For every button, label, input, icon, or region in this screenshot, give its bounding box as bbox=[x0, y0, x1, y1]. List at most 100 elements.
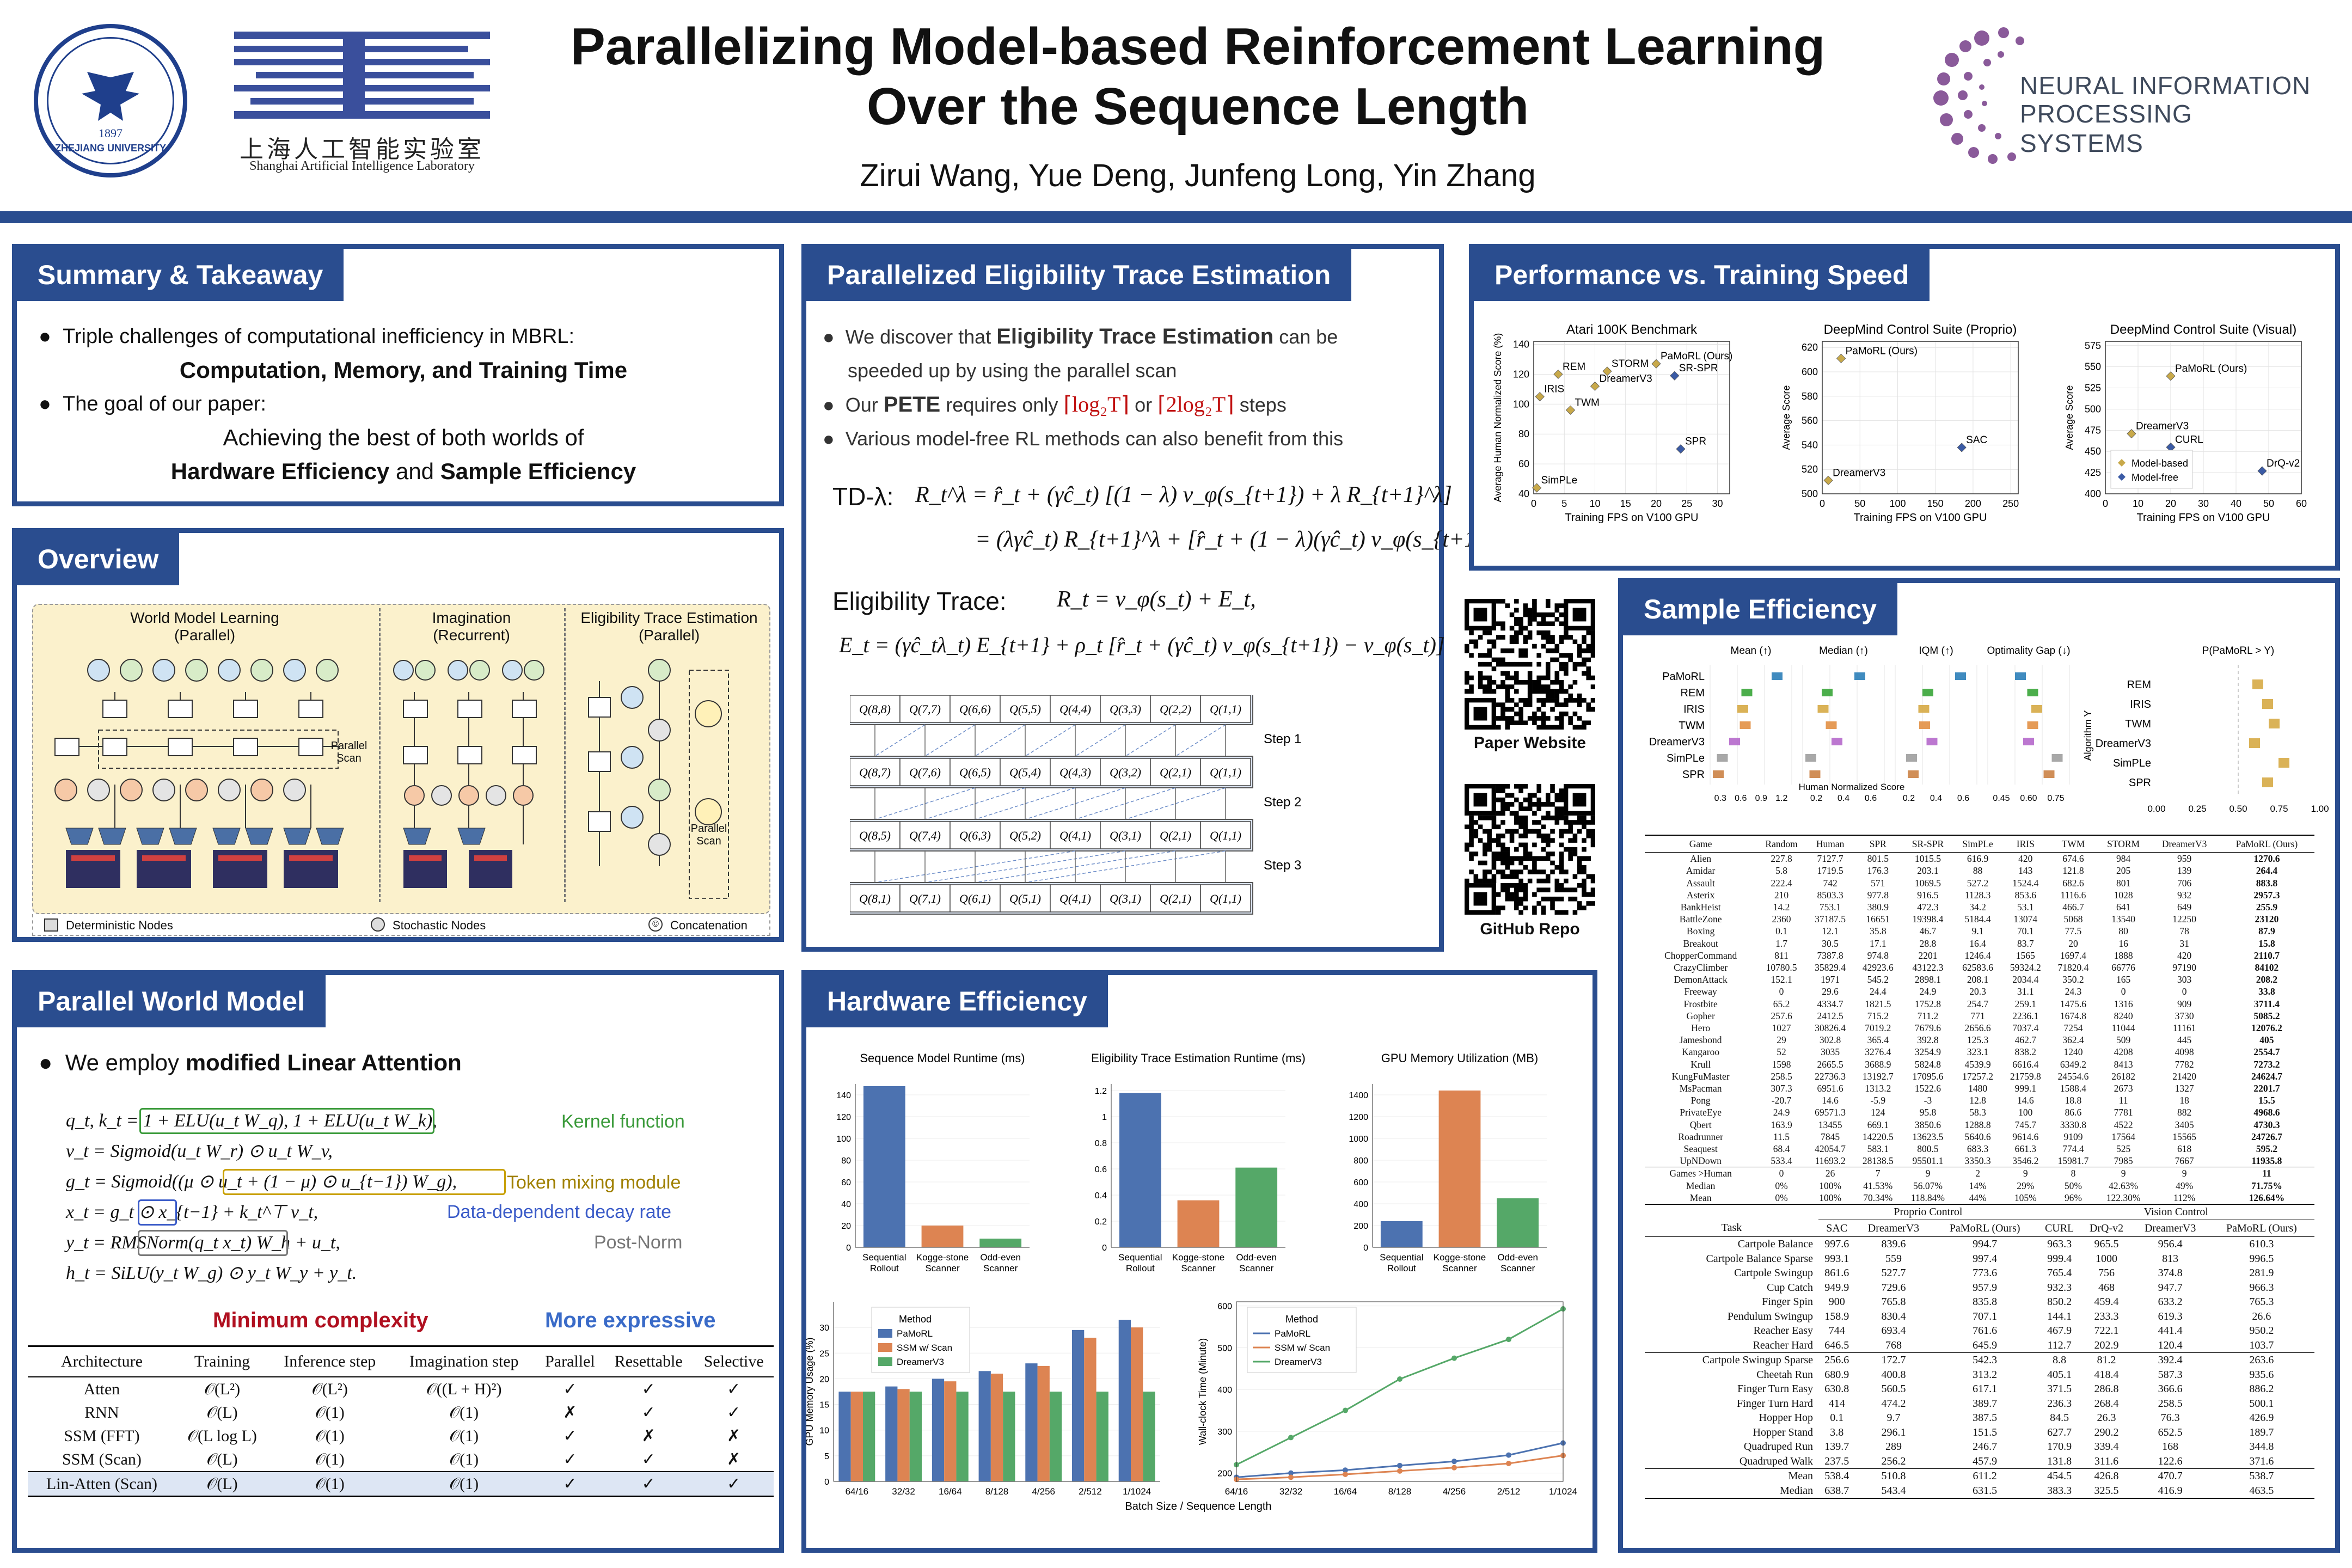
y-tick-label: 300 bbox=[1217, 1428, 1232, 1437]
github-repo-label[interactable]: GitHub Repo bbox=[1480, 920, 1580, 938]
atari-row: Frostbite 65.2 4334.7 1821.5 1752.8 254.7 259.… bbox=[1645, 998, 2314, 1010]
pete-combine-arrow bbox=[975, 850, 1176, 883]
qr-module bbox=[1469, 824, 1474, 830]
shlab-en: Shanghai Artificial Intelligence Laborat… bbox=[249, 159, 475, 173]
qr-module bbox=[1473, 852, 1479, 856]
qr-module bbox=[1527, 630, 1533, 635]
qr-module bbox=[1590, 842, 1595, 848]
qr-module bbox=[1514, 892, 1519, 897]
dmc-cell: Finger Turn Easy bbox=[1737, 1383, 1814, 1395]
agg-interval bbox=[1739, 721, 1751, 729]
qr-module bbox=[1514, 784, 1519, 789]
pwm-min-complexity: Minimum complexity bbox=[213, 1308, 428, 1332]
y-tick-label: 580 bbox=[1802, 391, 1818, 402]
dmc-cell: 233.3 bbox=[2094, 1310, 2119, 1322]
qr-module bbox=[1514, 896, 1519, 902]
qr-module bbox=[1527, 635, 1533, 640]
atari-summary-cell: 71.75% bbox=[2251, 1180, 2282, 1191]
qr-module bbox=[1509, 892, 1515, 897]
pwm-table-cell: 𝒪(L) bbox=[206, 1403, 238, 1422]
dmc-cell: 170.9 bbox=[2047, 1441, 2072, 1453]
dmc-cell: Pendulum Swingup bbox=[1727, 1310, 1814, 1322]
qr-module bbox=[1491, 852, 1497, 856]
atari-cell: 71820.4 bbox=[2057, 962, 2089, 973]
overview-col2-title: Imagination (Recurrent) bbox=[382, 609, 561, 644]
dmc-cell: 630.8 bbox=[1824, 1383, 1849, 1395]
qr-module bbox=[1554, 910, 1560, 915]
y-tick-label: 80 bbox=[841, 1156, 851, 1166]
atari-cell: 1522.6 bbox=[1914, 1083, 1941, 1094]
x-tick-label: 0.60 bbox=[2020, 794, 2037, 803]
y-tick-label: 0 bbox=[1102, 1244, 1107, 1253]
qr-module bbox=[1559, 603, 1564, 608]
x-tick-label: 1.00 bbox=[2311, 804, 2329, 814]
pete-cell-label: Q(1,1) bbox=[1210, 702, 1241, 716]
atari-summary-cell: 0% bbox=[1775, 1192, 1788, 1203]
qr-finder bbox=[1473, 892, 1487, 906]
agg-title: Mean (↑) bbox=[1731, 645, 1772, 657]
qr-module bbox=[1532, 644, 1537, 649]
paper-qr-code[interactable] bbox=[1465, 599, 1595, 730]
qr-module bbox=[1572, 896, 1578, 902]
atari-cell: 11044 bbox=[2111, 1022, 2135, 1034]
qr-module bbox=[1564, 653, 1569, 658]
atari-cell: 3330.8 bbox=[2060, 1119, 2087, 1130]
qr-module bbox=[1559, 865, 1564, 870]
github-qr-code[interactable] bbox=[1465, 784, 1595, 915]
scatter-point bbox=[1553, 369, 1563, 379]
atari-cell: 13540 bbox=[2111, 914, 2135, 925]
overview-separator-1 bbox=[379, 608, 381, 902]
point-label: SPR bbox=[1685, 436, 1706, 448]
qr-module bbox=[1577, 815, 1582, 820]
prob-interval bbox=[2269, 719, 2280, 728]
atari-cell: 661.3 bbox=[2014, 1143, 2036, 1155]
qr-module bbox=[1559, 860, 1564, 866]
paper-website-label[interactable]: Paper Website bbox=[1473, 734, 1587, 752]
qr-module bbox=[1545, 797, 1551, 803]
dmc-cell: 559 bbox=[1885, 1252, 1902, 1265]
qr-module bbox=[1491, 878, 1497, 884]
qr-module bbox=[1545, 671, 1551, 676]
qr-module bbox=[1483, 847, 1487, 852]
qr-module bbox=[1505, 865, 1510, 870]
qr-module bbox=[1559, 852, 1564, 856]
qr-module bbox=[1500, 883, 1505, 888]
atari-cell: 7781 bbox=[2114, 1107, 2133, 1118]
qr-module bbox=[1532, 689, 1537, 694]
atari-cell: 916.5 bbox=[1917, 889, 1939, 901]
qr-module bbox=[1559, 720, 1564, 726]
qr-module bbox=[1509, 883, 1515, 888]
x-tick-label: 0.50 bbox=[2229, 804, 2247, 814]
dmc-cell: 993.1 bbox=[1824, 1252, 1849, 1265]
atari-row: Seaquest 68.4 42054.7 583.1 800.5 683.3 661.3 7… bbox=[1645, 1143, 2314, 1155]
qr-module bbox=[1478, 671, 1483, 676]
qr-module bbox=[1536, 878, 1541, 884]
series-point bbox=[1506, 1461, 1511, 1466]
qr-module bbox=[1532, 829, 1537, 834]
dmc-cell: 756 bbox=[2098, 1267, 2115, 1279]
scatter-point bbox=[1957, 443, 1967, 452]
dmc-row: Cartpole Swingup 861.6 527.7 773.6 765.4 756 3… bbox=[1645, 1266, 2314, 1281]
pete-cell-label: Q(6,3) bbox=[959, 829, 991, 842]
agg-interval bbox=[1906, 754, 1917, 762]
atari-cell: 7845 bbox=[1821, 1131, 1840, 1142]
atari-cell: 14.6 bbox=[1822, 1095, 1839, 1106]
x-tick-label: Scanner bbox=[1239, 1263, 1274, 1273]
pete-cell bbox=[950, 758, 1001, 786]
y-tick-label: 80 bbox=[1518, 428, 1529, 439]
qr-module bbox=[1545, 887, 1551, 892]
qr-module bbox=[1582, 698, 1587, 703]
scatter-point bbox=[1823, 475, 1833, 485]
atari-cell: 58.3 bbox=[1969, 1107, 1986, 1118]
concat-icon: © bbox=[648, 917, 663, 932]
x-tick-label: 32/32 bbox=[892, 1486, 915, 1497]
legend-label: Model-free bbox=[2132, 472, 2178, 483]
y-tick-label: 1.2 bbox=[1095, 1087, 1107, 1096]
bar bbox=[944, 1381, 957, 1481]
atari-cell: 774.4 bbox=[2062, 1143, 2084, 1155]
qr-module bbox=[1564, 878, 1569, 884]
x-tick-label: Scanner bbox=[1442, 1263, 1477, 1273]
shlab-mark-icon bbox=[234, 32, 490, 119]
qr-module bbox=[1514, 887, 1519, 892]
bar bbox=[1143, 1392, 1155, 1481]
